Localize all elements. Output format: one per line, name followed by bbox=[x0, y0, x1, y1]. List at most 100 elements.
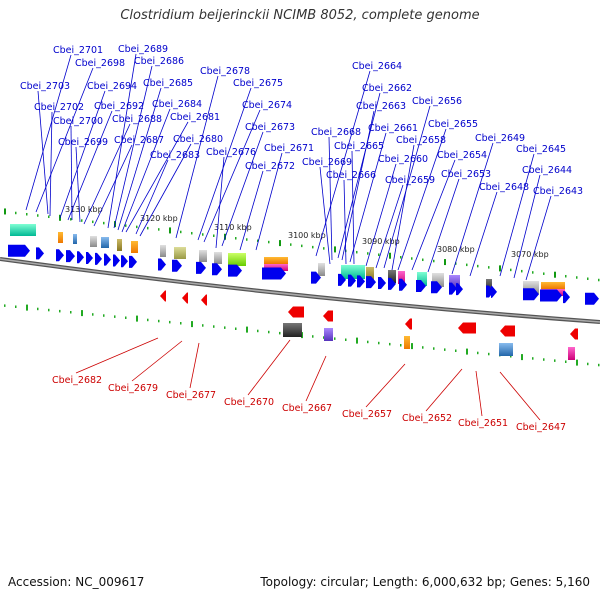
tick bbox=[202, 324, 204, 327]
tick bbox=[59, 309, 61, 313]
leader-line bbox=[189, 342, 200, 389]
tick bbox=[268, 330, 270, 334]
leader-line bbox=[469, 191, 498, 277]
leader-line bbox=[135, 159, 169, 235]
top-gene-label: Cbei_2687 bbox=[114, 135, 164, 146]
reverse-gene-arrow bbox=[201, 294, 207, 306]
top-gene-label: Cbei_2701 bbox=[53, 45, 103, 56]
leader-line bbox=[391, 144, 415, 271]
tick bbox=[158, 319, 160, 323]
tick bbox=[257, 329, 259, 333]
leader-line bbox=[175, 75, 219, 239]
gene-box bbox=[90, 236, 97, 247]
leader-line bbox=[25, 54, 72, 211]
tick bbox=[411, 343, 413, 350]
scale-label: 3070 kbp bbox=[511, 250, 549, 259]
tick bbox=[26, 304, 28, 311]
gene-box bbox=[214, 252, 222, 264]
top-gene-label: Cbei_2698 bbox=[75, 58, 125, 69]
tick bbox=[224, 326, 226, 329]
gene-box bbox=[228, 253, 246, 266]
tick bbox=[92, 220, 94, 224]
bottom-gene-label: Cbei_2670 bbox=[224, 397, 274, 408]
tick bbox=[576, 276, 578, 279]
top-gene-label: Cbei_2674 bbox=[242, 100, 292, 111]
forward-gene-arrow bbox=[399, 278, 407, 291]
top-gene-label: Cbei_2673 bbox=[245, 122, 295, 133]
tick bbox=[598, 278, 600, 282]
tick bbox=[378, 341, 380, 345]
tick bbox=[147, 318, 149, 322]
leader-line bbox=[67, 110, 113, 221]
tick bbox=[169, 320, 171, 324]
top-gene-label: Cbei_2661 bbox=[368, 123, 418, 134]
tick bbox=[191, 231, 193, 235]
top-gene-label: Cbei_2663 bbox=[356, 101, 406, 112]
leader-line bbox=[131, 340, 183, 382]
gene-box bbox=[388, 270, 396, 283]
bottom-gene-label: Cbei_2647 bbox=[516, 422, 566, 433]
gene-box bbox=[264, 257, 288, 264]
leader-line bbox=[499, 371, 541, 421]
gene-box bbox=[58, 232, 63, 243]
leader-line bbox=[513, 174, 541, 279]
tick bbox=[70, 218, 72, 221]
tick bbox=[180, 322, 182, 325]
forward-gene-arrow bbox=[348, 274, 356, 287]
top-gene-label: Cbei_2655 bbox=[428, 119, 478, 130]
tick bbox=[257, 239, 259, 243]
tick bbox=[92, 313, 94, 316]
accession-text: Accession: NC_009617 bbox=[8, 575, 145, 589]
leader-line bbox=[239, 170, 264, 251]
top-gene-label: Cbei_2692 bbox=[94, 101, 144, 112]
reverse-gene-arrow bbox=[570, 328, 578, 340]
forward-gene-arrow bbox=[431, 281, 442, 294]
tick bbox=[213, 234, 215, 237]
tick bbox=[301, 244, 303, 248]
forward-gene-arrow bbox=[486, 285, 494, 298]
tick bbox=[444, 259, 446, 266]
forward-gene-arrow bbox=[86, 252, 93, 265]
reverse-gene-arrow bbox=[405, 318, 412, 330]
tick bbox=[565, 360, 567, 363]
top-gene-label: Cbei_2672 bbox=[245, 161, 295, 172]
tick bbox=[235, 237, 237, 240]
reverse-gene-arrow bbox=[160, 290, 166, 302]
tick bbox=[521, 354, 523, 361]
tick bbox=[169, 227, 171, 234]
bottom-gene-labels: Cbei_2682 Cbei_2679 Cbei_2677 Cbei_2670 Cbei… bbox=[52, 375, 566, 433]
leader-line bbox=[341, 110, 375, 261]
gene-box bbox=[73, 234, 77, 244]
scale-label: 3120 kbp bbox=[140, 214, 178, 223]
tick bbox=[543, 272, 545, 275]
forward-gene-arrow bbox=[449, 282, 457, 295]
bottom-gene-label: Cbei_2667 bbox=[282, 403, 332, 414]
tick bbox=[400, 256, 402, 259]
leader-line bbox=[305, 355, 327, 402]
top-gene-label: Cbei_2648 bbox=[479, 182, 529, 193]
forward-gene-arrow bbox=[196, 261, 206, 274]
forward-gene-arrow bbox=[378, 277, 386, 290]
tick bbox=[4, 208, 6, 215]
tick bbox=[400, 344, 402, 347]
tick bbox=[136, 225, 138, 229]
forward-gene-arrow bbox=[113, 254, 120, 267]
tick bbox=[37, 307, 39, 311]
top-gene-label: Cbei_2694 bbox=[87, 81, 137, 92]
leader-line bbox=[343, 179, 347, 265]
top-gene-label: Cbei_2668 bbox=[311, 127, 361, 138]
leader-line bbox=[117, 87, 162, 231]
leader-line bbox=[349, 132, 387, 263]
leader-line bbox=[315, 70, 371, 257]
reverse-gene-arrows bbox=[160, 290, 578, 340]
tick bbox=[510, 268, 512, 272]
top-gene-label: Cbei_2684 bbox=[152, 99, 202, 110]
tick bbox=[477, 351, 479, 355]
leader-line bbox=[351, 150, 355, 265]
tick bbox=[334, 246, 336, 253]
tick bbox=[422, 346, 424, 349]
leader-line bbox=[247, 339, 291, 396]
top-gene-label: Cbei_2653 bbox=[441, 169, 491, 180]
tick bbox=[488, 266, 490, 269]
leader-line bbox=[125, 121, 189, 233]
